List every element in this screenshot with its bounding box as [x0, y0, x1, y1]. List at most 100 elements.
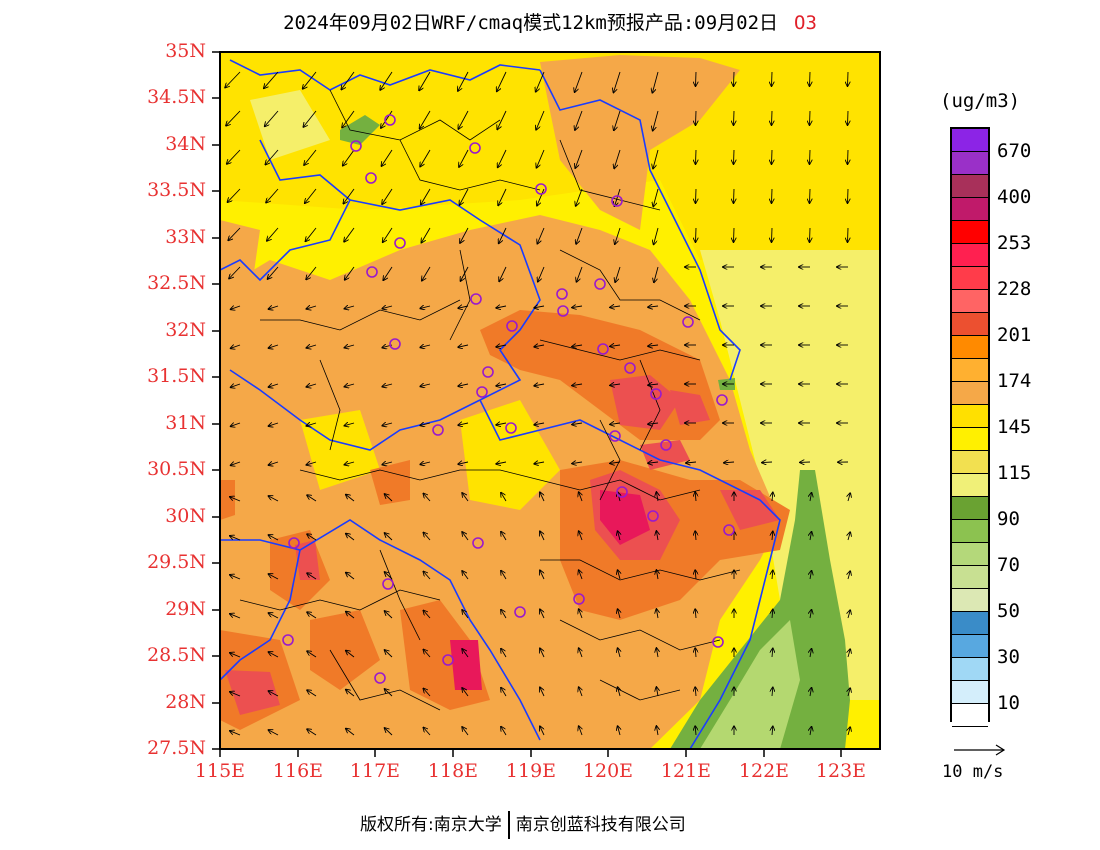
wind-arrow	[614, 110, 621, 130]
copyright-footer: 版权所有:南京大学 南京创蓝科技有限公司	[360, 810, 686, 839]
wind-arrow	[227, 149, 241, 164]
wind-arrow	[496, 306, 507, 308]
colorbar-segment	[952, 589, 988, 612]
wind-arrow	[346, 729, 355, 736]
wind-arrow	[534, 345, 545, 347]
wind-arrow	[762, 462, 773, 463]
wind-arrow	[810, 532, 812, 541]
wind-arrow	[307, 651, 317, 658]
wind-arrow	[306, 345, 317, 348]
wind-arrow	[695, 570, 696, 580]
lon-tick-label: 115E	[194, 760, 246, 782]
wind-arrow	[497, 110, 507, 129]
wind-arrow	[848, 571, 850, 580]
colorbar-segment	[952, 451, 988, 474]
colorbar-segment	[952, 152, 988, 175]
wind-arrow	[458, 306, 469, 308]
map-title: 2024年09月02日WRF/cmaq模式12km预报产品:09月02日 O3	[283, 12, 817, 34]
wind-arrow	[423, 728, 431, 736]
wind-arrow	[265, 149, 279, 165]
wind-arrow	[772, 688, 773, 697]
wind-arrow	[385, 533, 393, 541]
wind-arrow	[540, 531, 545, 541]
wind-arrow	[462, 571, 469, 580]
colorbar-segment	[952, 704, 988, 727]
axis-ticks	[212, 51, 842, 757]
wind-arrow	[230, 692, 241, 697]
wind-arrow	[346, 573, 355, 580]
wind-arrow	[343, 188, 355, 204]
wind-arrow	[231, 384, 241, 387]
wind-arrow	[686, 462, 697, 463]
wind-arrow	[579, 648, 582, 658]
wind-arrow	[231, 345, 241, 348]
wind-arrow	[230, 497, 241, 502]
colorbar-units: (ug/m3)	[940, 90, 1021, 112]
wind-arrow	[307, 729, 317, 736]
wind-arrow	[848, 649, 850, 658]
wind-arrow	[228, 188, 241, 202]
wind-arrow	[656, 609, 658, 619]
wind-arrow	[303, 71, 317, 89]
wind-arrow	[848, 532, 850, 541]
wind-arrow	[579, 492, 582, 502]
wind-arrow	[810, 493, 812, 502]
wind-arrow	[656, 570, 658, 580]
wind-arrow	[772, 727, 773, 736]
wind-arrow	[346, 612, 355, 619]
colorbar-label: 400	[997, 186, 1032, 208]
wind-arrow	[575, 149, 583, 168]
wind-arrow	[385, 611, 393, 619]
colorbar-segment	[952, 428, 988, 451]
wind-arrow	[810, 149, 811, 164]
colorbar-segment	[952, 543, 988, 566]
lat-tick-label: 34N	[165, 133, 206, 155]
wind-arrow	[579, 570, 582, 580]
wind-arrow	[499, 266, 507, 281]
wind-arrow	[656, 531, 658, 541]
wind-arrow	[534, 462, 545, 464]
colorbar-segment	[952, 198, 988, 221]
wind-arrow	[696, 149, 697, 164]
wind-arrow	[306, 266, 317, 279]
colorbar-label: 145	[997, 416, 1032, 438]
wind-arrow	[462, 532, 469, 541]
wind-arrow	[269, 496, 279, 502]
wind-arrow	[654, 227, 659, 244]
wind-arrow	[304, 149, 317, 165]
colorbar-label: 30	[997, 646, 1020, 668]
wind-arrow	[653, 149, 659, 169]
wind-arrow	[269, 423, 279, 426]
wind-arrow	[230, 614, 241, 619]
wind-arrow	[345, 266, 355, 280]
wind-arrow	[540, 609, 545, 619]
wind-arrow	[231, 306, 241, 309]
colorbar-segment	[952, 129, 988, 152]
wind-arrow	[269, 691, 279, 697]
colorbar-segment	[952, 290, 988, 313]
wind-arrow	[420, 306, 431, 308]
wind-arrow	[696, 188, 697, 203]
lon-tick-label: 123E	[815, 760, 867, 782]
lat-tick-label: 29.5N	[147, 551, 206, 573]
wind-arrow	[458, 462, 469, 464]
wind-arrow	[810, 610, 812, 619]
colorbar-label: 70	[997, 554, 1020, 576]
wind-arrow	[537, 149, 545, 168]
species-label: O3	[794, 12, 817, 34]
colorbar-segment	[952, 497, 988, 520]
wind-arrow	[648, 384, 659, 385]
wind-arrow	[656, 726, 658, 736]
wind-arrow	[615, 266, 621, 282]
wind-arrow	[423, 572, 431, 580]
wind-arrow	[269, 462, 279, 465]
vector-reference-label: 10 m/s	[942, 762, 1004, 782]
wind-arrow	[572, 345, 583, 347]
wind-arrow	[230, 575, 241, 580]
wind-arrow	[462, 493, 469, 502]
wind-arrow	[269, 345, 279, 348]
colorbar-segment	[952, 681, 988, 704]
wind-arrow	[810, 227, 811, 242]
wind-arrow	[229, 266, 241, 279]
wind-arrow	[734, 149, 735, 164]
